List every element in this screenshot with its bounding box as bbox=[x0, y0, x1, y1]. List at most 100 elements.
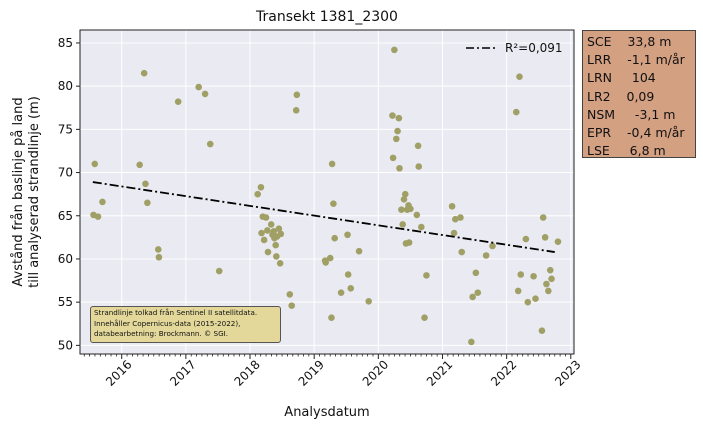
statistics-box: SCE 33,8 m LRR -1,1 m/år LRN 104 LR2 0,0… bbox=[582, 30, 696, 158]
data-point bbox=[392, 135, 400, 143]
data-point bbox=[155, 253, 163, 261]
data-point bbox=[545, 287, 552, 295]
data-point bbox=[530, 272, 537, 280]
data-point bbox=[394, 127, 401, 135]
data-point bbox=[91, 160, 99, 168]
data-point bbox=[539, 214, 547, 221]
y-tick-label: 80 bbox=[58, 79, 73, 93]
plot-frame bbox=[79, 29, 575, 355]
data-point bbox=[512, 108, 520, 116]
data-point bbox=[489, 242, 496, 250]
data-points bbox=[90, 46, 562, 346]
data-point bbox=[94, 213, 102, 220]
x-tick-label: 2016 bbox=[103, 357, 134, 388]
x-tick-label: 2019 bbox=[296, 357, 327, 388]
data-point bbox=[472, 269, 480, 277]
data-point bbox=[275, 225, 283, 233]
data-point bbox=[355, 247, 363, 255]
data-point bbox=[286, 291, 294, 298]
data-point bbox=[293, 91, 301, 99]
data-point bbox=[276, 259, 284, 267]
x-tick-label: 2020 bbox=[360, 357, 391, 388]
data-point bbox=[365, 297, 373, 305]
source-note-line3: databearbetning: Brockmann. © SGI. bbox=[94, 329, 229, 338]
stat-sce: SCE 33,8 m bbox=[587, 34, 672, 49]
data-point bbox=[407, 205, 414, 213]
data-point bbox=[140, 69, 148, 77]
data-point bbox=[457, 214, 464, 221]
data-point bbox=[423, 272, 430, 279]
data-point bbox=[257, 183, 265, 191]
data-point bbox=[396, 164, 403, 172]
data-point bbox=[458, 248, 466, 256]
data-point bbox=[347, 285, 355, 292]
data-point bbox=[174, 98, 182, 106]
data-point bbox=[254, 190, 262, 198]
data-point bbox=[405, 239, 413, 246]
source-note-line2: Innehåller Copernicus-data (2015-2022), bbox=[94, 318, 241, 328]
x-tick-label: 2023 bbox=[552, 357, 583, 388]
data-point bbox=[262, 214, 270, 221]
y-axis-label-line1: Avstånd från baslinje på land bbox=[11, 97, 26, 286]
data-point bbox=[142, 180, 149, 188]
data-point bbox=[272, 241, 279, 249]
data-point bbox=[448, 202, 456, 210]
data-point bbox=[399, 221, 407, 228]
x-tick-label: 2018 bbox=[231, 357, 262, 388]
data-point bbox=[546, 266, 554, 274]
data-point bbox=[468, 338, 475, 346]
data-point bbox=[331, 234, 338, 242]
x-tick-label: 2017 bbox=[167, 357, 198, 388]
source-note-line1: Strandlinje tolkad från Sentinel II sate… bbox=[94, 308, 258, 317]
data-point bbox=[292, 107, 300, 114]
data-point bbox=[452, 215, 459, 223]
data-point bbox=[415, 163, 423, 170]
data-point bbox=[548, 275, 555, 283]
data-point bbox=[482, 252, 490, 259]
data-point bbox=[154, 246, 162, 253]
y-tick-label: 70 bbox=[58, 166, 73, 180]
data-point bbox=[322, 259, 330, 266]
legend-label: R²=0,091 bbox=[505, 41, 563, 55]
data-point bbox=[215, 267, 223, 275]
data-point bbox=[328, 160, 336, 168]
y-tick-label: 60 bbox=[58, 252, 73, 266]
stat-lrr: LRR -1,1 m/år bbox=[587, 52, 685, 68]
data-point bbox=[474, 289, 482, 296]
data-point bbox=[532, 295, 539, 303]
data-point bbox=[264, 227, 271, 234]
data-point bbox=[517, 271, 525, 278]
x-axis-label: Analysdatum bbox=[284, 405, 369, 420]
legend: R²=0,091 bbox=[466, 41, 563, 55]
data-point bbox=[99, 198, 106, 206]
data-point bbox=[413, 211, 421, 219]
data-point bbox=[328, 314, 335, 322]
data-point bbox=[206, 140, 214, 148]
stat-lse: LSE 6,8 m bbox=[587, 143, 666, 159]
trend-line-group bbox=[92, 181, 555, 253]
source-note: Strandlinje tolkad från Sentinel II sate… bbox=[90, 306, 281, 343]
data-point bbox=[195, 83, 202, 91]
data-point bbox=[144, 199, 151, 207]
data-point bbox=[524, 298, 532, 306]
data-point bbox=[201, 90, 209, 98]
y-tick-label: 55 bbox=[58, 295, 73, 309]
data-point bbox=[260, 236, 268, 244]
data-point bbox=[543, 280, 550, 288]
data-point bbox=[391, 46, 398, 54]
data-point bbox=[516, 73, 523, 80]
data-point bbox=[522, 235, 530, 243]
data-point bbox=[421, 314, 428, 322]
stat-lr2: LR2 0,09 bbox=[587, 88, 655, 104]
stat-lrn: LRN 104 bbox=[587, 70, 656, 86]
data-point bbox=[337, 289, 345, 296]
y-axis-label-group: Avstånd från baslinje på land till analy… bbox=[11, 96, 42, 288]
stat-nsm: NSM -3,1 m bbox=[587, 106, 676, 122]
data-point bbox=[514, 287, 522, 295]
data-point bbox=[258, 229, 265, 237]
data-point bbox=[277, 230, 285, 238]
y-tick-label: 85 bbox=[58, 36, 73, 50]
x-tick-label: 2022 bbox=[488, 357, 519, 388]
data-point bbox=[344, 231, 351, 239]
